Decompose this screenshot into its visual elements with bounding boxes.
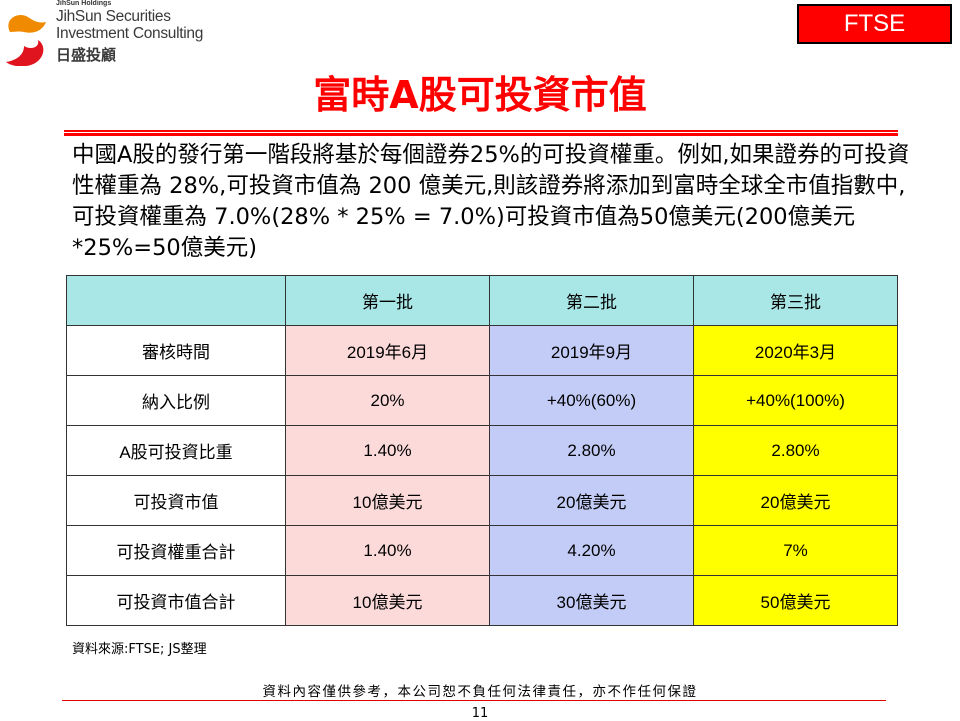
row-label-cell: 可投資市值合計 <box>66 575 286 626</box>
table-cell: 50億美元 <box>693 575 898 626</box>
row-label-cell: 可投資權重合計 <box>66 525 286 576</box>
table-row: 可投資權重合計 1.40% 4.20% 7% <box>66 525 898 576</box>
table-cell: 10億美元 <box>285 475 490 526</box>
row-label-cell: 審核時間 <box>66 325 286 376</box>
company-logo: JihSun Holdings JihSun Securities Invest… <box>0 0 230 68</box>
table-cell: 20% <box>285 375 490 426</box>
table-cell: 2.80% <box>693 425 898 476</box>
page-title: 富時A股可投資市值 <box>313 73 647 117</box>
table-cell: +40%(60%) <box>489 375 694 426</box>
table-cell: 20億美元 <box>489 475 694 526</box>
table-row: 納入比例 20% +40%(60%) +40%(100%) <box>66 375 898 426</box>
table-cell: 2019年6月 <box>285 325 490 376</box>
logo-chinese: 日盛投顧 <box>56 46 117 64</box>
table-header-row: 第一批 第二批 第三批 <box>66 275 898 326</box>
table-cell: 2019年9月 <box>489 325 694 376</box>
table-row: 可投資市值 10億美元 20億美元 20億美元 <box>66 475 898 526</box>
title-divider-thick <box>64 133 898 136</box>
table-cell: +40%(100%) <box>693 375 898 426</box>
row-label-cell: 可投資市值 <box>66 475 286 526</box>
table-row: 審核時間 2019年6月 2019年9月 2020年3月 <box>66 325 898 376</box>
table-row: A股可投資比重 1.40% 2.80% 2.80% <box>66 425 898 476</box>
table-cell: 30億美元 <box>489 575 694 626</box>
table-cell: 1.40% <box>285 425 490 476</box>
inclusion-schedule-table: 第一批 第二批 第三批 審核時間 2019年6月 2019年9月 2020年3月 納入比… <box>66 275 898 626</box>
table-cell: 4.20% <box>489 525 694 576</box>
header-cell: 第一批 <box>285 275 490 326</box>
table-cell: 2.80% <box>489 425 694 476</box>
header-cell: 第二批 <box>489 275 694 326</box>
logo-line2: Investment Consulting <box>56 25 204 42</box>
table-cell: 7% <box>693 525 898 576</box>
description-paragraph: 中國A股的發行第一階段將基於每個證券25%的可投資權重。例如,如果證券的可投資性… <box>72 142 910 261</box>
title-divider-thin <box>64 130 898 132</box>
table-row: 可投資市值合計 10億美元 30億美元 50億美元 <box>66 575 898 626</box>
disclaimer: 資料內容僅供參考，本公司恕不負任何法律責任，亦不作任何保證 <box>262 684 698 700</box>
logo-holding-text: JihSun Holdings <box>56 0 112 7</box>
table-cell: 1.40% <box>285 525 490 576</box>
logo-line1: JihSun Securities <box>56 8 171 25</box>
header-cell: 第三批 <box>693 275 898 326</box>
table-cell: 20億美元 <box>693 475 898 526</box>
source-note: 資料來源:FTSE; JS整理 <box>72 642 207 657</box>
logo-mark-icon <box>6 14 46 66</box>
row-label-cell: A股可投資比重 <box>66 425 286 476</box>
page-number: 11 <box>471 706 489 721</box>
header-cell <box>66 275 286 326</box>
ftse-badge: FTSE <box>797 4 952 44</box>
row-label-cell: 納入比例 <box>66 375 286 426</box>
table-cell: 2020年3月 <box>693 325 898 376</box>
footer-divider <box>62 700 886 701</box>
table-cell: 10億美元 <box>285 575 490 626</box>
